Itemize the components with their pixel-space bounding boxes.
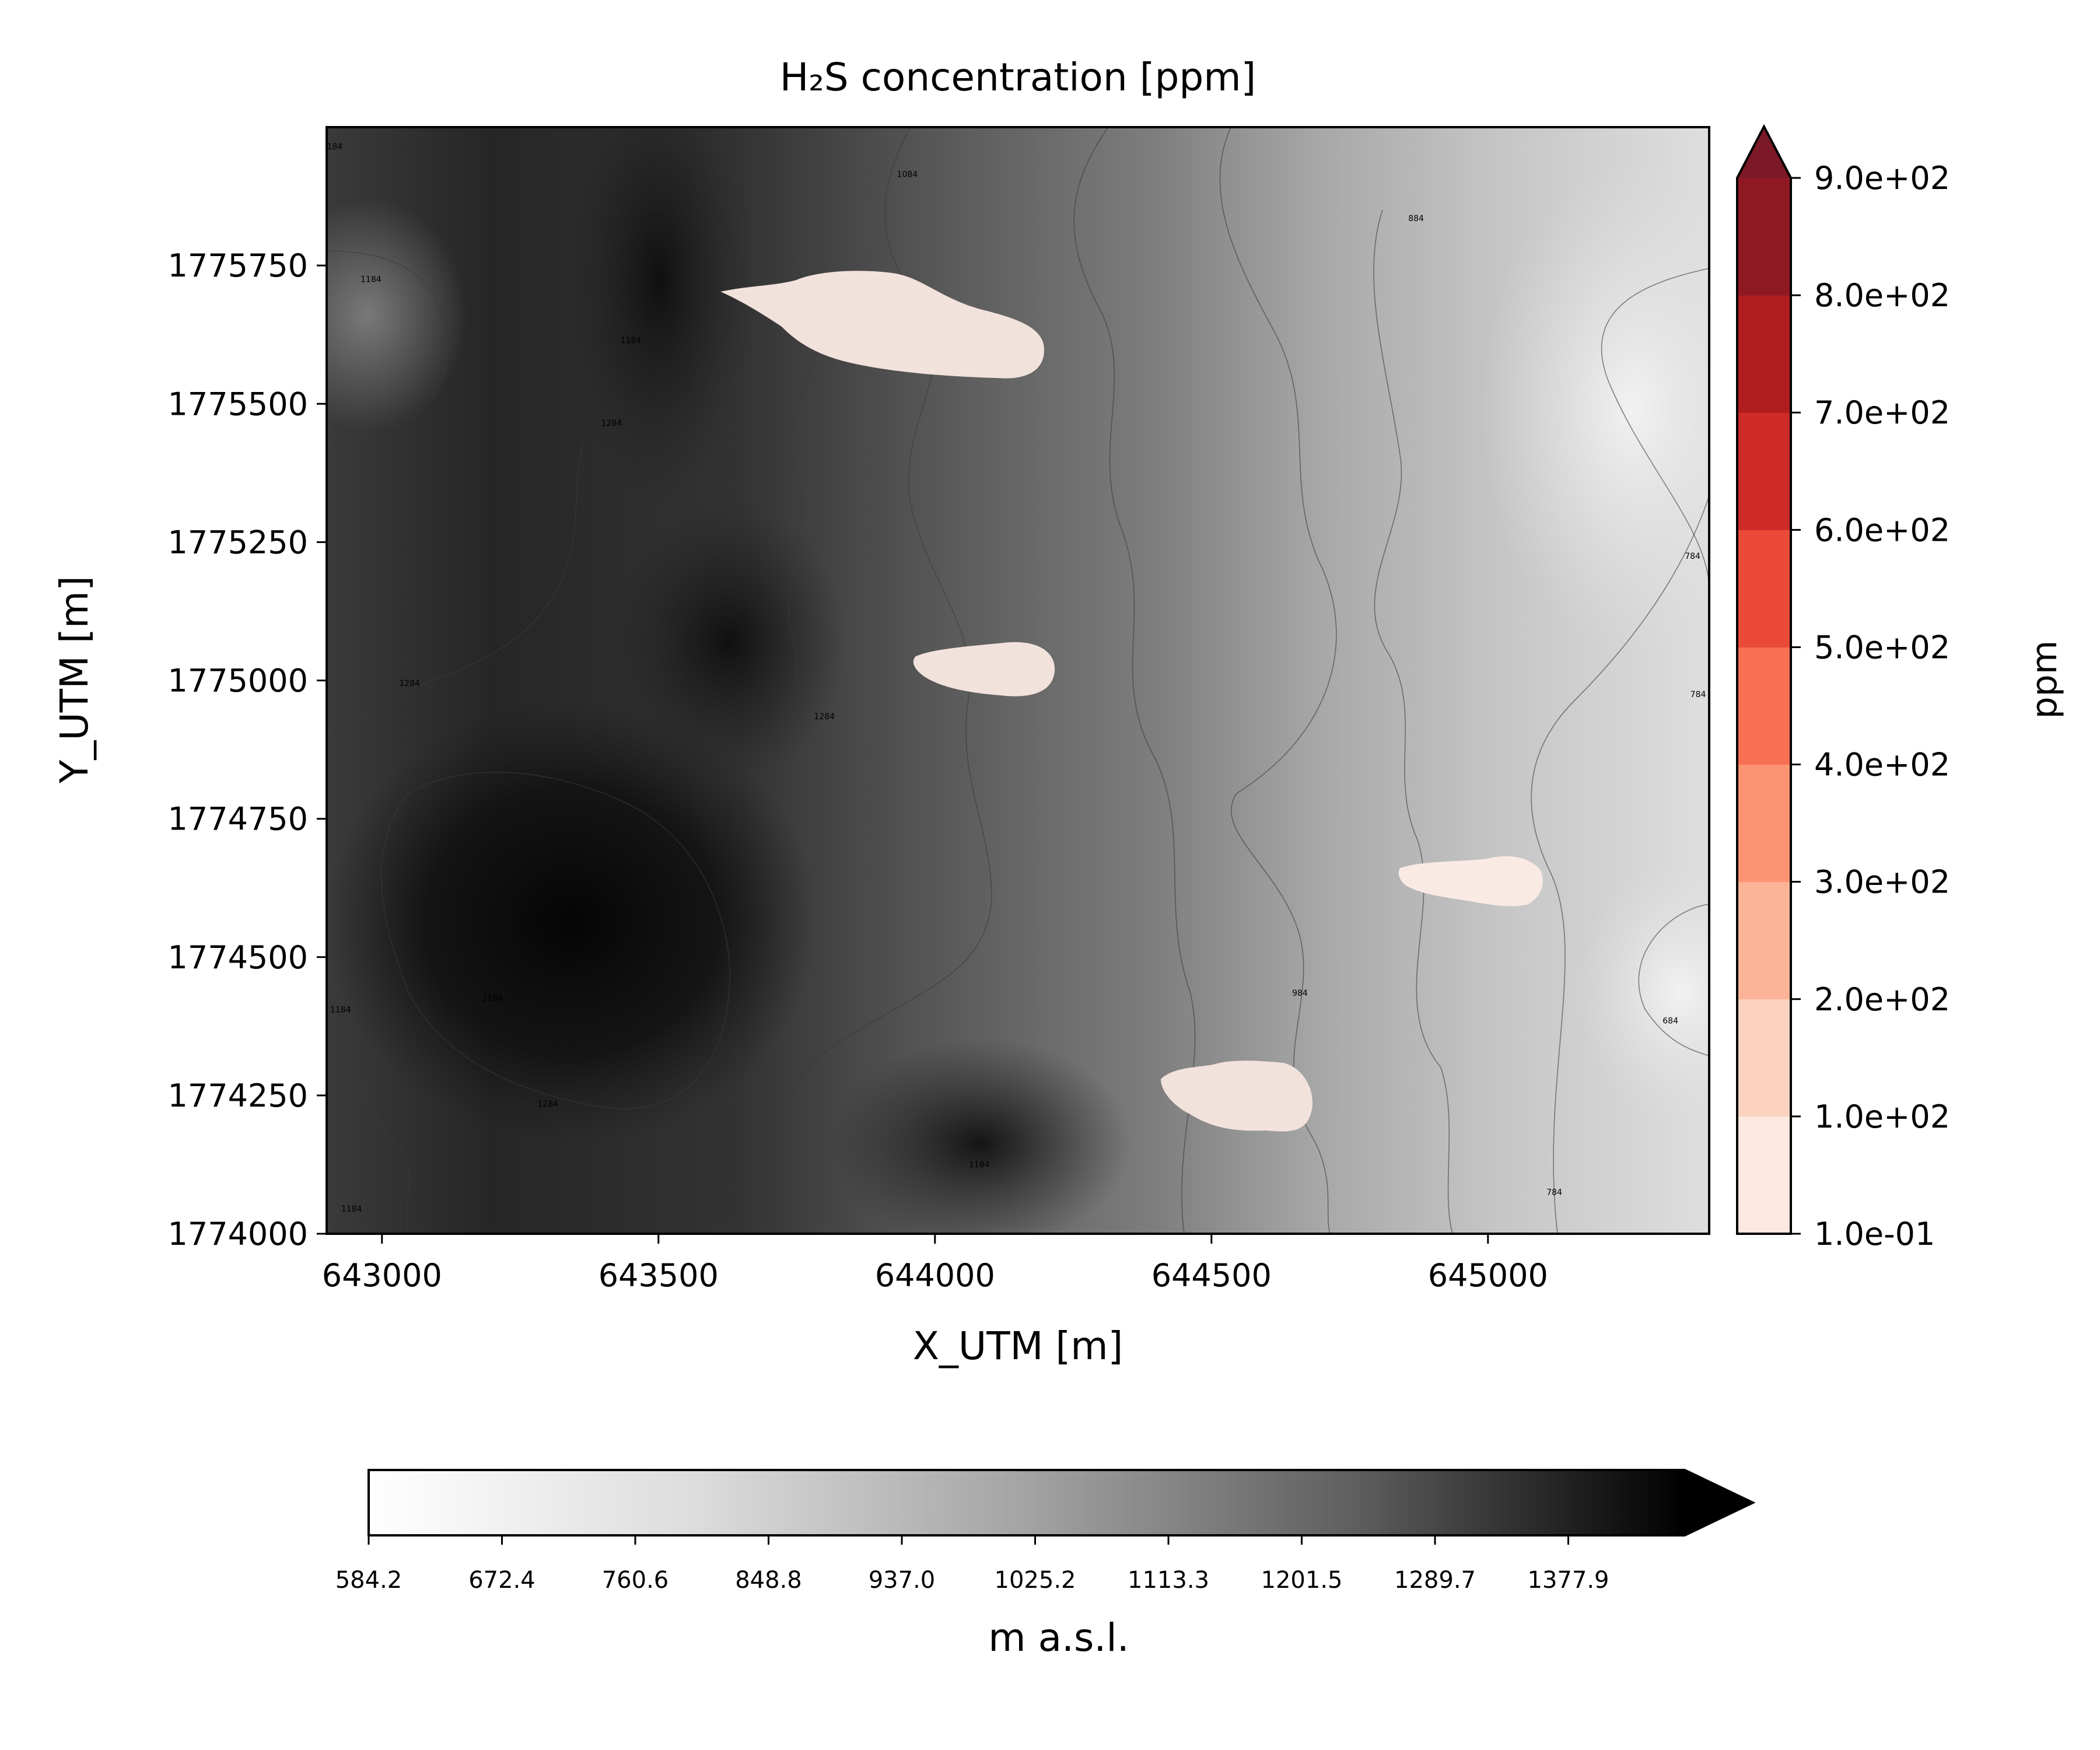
contour-label: 1184 — [360, 275, 382, 285]
terrain-shading — [566, 127, 752, 502]
contour-label: 1184 — [621, 336, 642, 345]
concentration-colorbar-tick-label: 6.0e+02 — [1814, 512, 1950, 548]
concentration-colorbar-segment — [1737, 647, 1791, 765]
concentration-colorbar-segment — [1737, 881, 1791, 1000]
y-axis: 1774000 1774250 1774500 1774750 1775000 17752… — [168, 247, 327, 1252]
concentration-colorbar-frame — [1736, 124, 1792, 1235]
h2s-plume — [913, 642, 1055, 696]
contour-label: 884 — [1408, 214, 1424, 223]
terrain-colorbar-frame — [368, 1469, 1756, 1536]
h2s-plumes — [720, 271, 1543, 1132]
terrain-colorbar-ticks: 584.2 672.4 760.6 848.8 937.0 1025.2 1113.3 120… — [335, 1535, 1609, 1594]
y-tick-label: 1774250 — [168, 1077, 309, 1114]
terrain-colorbar-tick-label: 760.6 — [602, 1567, 669, 1594]
concentration-colorbar-extend — [1737, 127, 1791, 178]
chart-title: H₂S concentration [ppm] — [780, 55, 1256, 100]
concentration-colorbar: 1.0e-01 1.0e+02 2.0e+02 3.0e+02 4.0e+02 5.0e+… — [1736, 124, 1950, 1252]
concentration-colorbar-segment — [1737, 178, 1791, 296]
terrain-colorbar-tick-label: 1201.5 — [1261, 1567, 1343, 1594]
contour-label: 1184 — [341, 1205, 362, 1214]
plot-area: 1184 1184 1184 1284 1284 1284 1084 1184 884 784 78… — [322, 126, 1710, 1235]
concentration-colorbar-tick-label: 1.0e-01 — [1814, 1216, 1935, 1252]
terrain-colorbar-tick-label: 848.8 — [735, 1567, 802, 1594]
contour-label: 984 — [1292, 989, 1308, 998]
terrain-shading — [828, 1038, 1132, 1234]
contour-label: 1284 — [537, 1100, 558, 1109]
concentration-colorbar-tick-label: 1.0e+02 — [1814, 1098, 1950, 1135]
y-tick-label: 1774750 — [168, 801, 309, 838]
concentration-colorbar-tick-label: 2.0e+02 — [1814, 981, 1950, 1018]
terrain-colorbar-tick-label: 584.2 — [335, 1567, 402, 1594]
contour-label: 1184 — [482, 995, 503, 1004]
terrain-colorbar-tick-label: 1377.9 — [1528, 1567, 1609, 1594]
contour-label: 1184 — [330, 1006, 351, 1015]
concentration-colorbar-segment — [1737, 412, 1791, 530]
concentration-colorbar-segment — [1737, 530, 1791, 648]
h2s-plume — [720, 271, 1044, 379]
h2s-plume — [1161, 1060, 1312, 1132]
y-tick-label: 1775750 — [168, 247, 309, 284]
terrain-shading — [327, 700, 817, 1143]
concentration-colorbar-segment — [1737, 999, 1791, 1117]
y-tick-label: 1775250 — [168, 524, 309, 561]
concentration-colorbar-segment — [1737, 1116, 1791, 1234]
contour-label: 784 — [1546, 1188, 1562, 1198]
contour-label: 1084 — [897, 170, 918, 179]
y-tick-label: 1774000 — [168, 1216, 309, 1252]
concentration-colorbar-tick-label: 5.0e+02 — [1814, 629, 1950, 666]
contour-label: 1284 — [814, 712, 835, 722]
contour-label: 1184 — [322, 142, 343, 152]
concentration-colorbar-label: ppm — [2024, 640, 2065, 719]
x-axis-label: X_UTM [m] — [913, 1324, 1124, 1368]
y-tick-label: 1775000 — [168, 663, 309, 699]
concentration-colorbar-tick-label: 9.0e+02 — [1814, 160, 1950, 197]
contour-label: 1184 — [969, 1160, 990, 1170]
terrain-colorbar-extend — [1685, 1470, 1753, 1535]
terrain-colorbar-tick-label: 937.0 — [869, 1567, 936, 1594]
y-tick-label: 1774500 — [168, 939, 309, 976]
concentration-colorbar-tick-label: 7.0e+02 — [1814, 394, 1950, 431]
x-tick-label: 645000 — [1428, 1257, 1548, 1294]
contour-label: 684 — [1662, 1017, 1678, 1026]
x-tick-label: 644000 — [875, 1257, 995, 1294]
contour-labels: 1184 1184 1184 1284 1284 1284 1084 1184 884 784 78… — [322, 142, 1706, 1214]
terrain-shading — [612, 502, 846, 782]
terrain-colorbar-tick-label: 1113.3 — [1128, 1567, 1209, 1594]
terrain-colorbar-tick-label: 672.4 — [468, 1567, 536, 1594]
contour-label: 1284 — [399, 679, 420, 688]
contour-label: 1284 — [601, 419, 622, 428]
terrain-colorbar-tick-label: 1025.2 — [995, 1567, 1076, 1594]
contour-lines — [327, 127, 1709, 1234]
terrain-colorbar: 584.2 672.4 760.6 848.8 937.0 1025.2 1113.3 120… — [335, 1469, 1756, 1594]
concentration-colorbar-tick-label: 3.0e+02 — [1814, 864, 1950, 901]
contour-label: 784 — [1690, 690, 1706, 699]
terrain-colorbar-tick-label: 1289.7 — [1394, 1567, 1476, 1594]
concentration-colorbar-tick-label: 8.0e+02 — [1814, 277, 1950, 314]
y-axis-label: Y_UTM [m] — [52, 576, 97, 784]
x-tick-label: 643500 — [598, 1257, 719, 1294]
contour-label: 784 — [1685, 552, 1700, 561]
concentration-colorbar-tick-label: 4.0e+02 — [1814, 747, 1950, 783]
x-axis: 643000 643500 644000 644500 645000 — [322, 1234, 1548, 1294]
concentration-colorbar-segment — [1737, 764, 1791, 883]
terrain-colorbar-label: m a.s.l. — [988, 1615, 1129, 1660]
h2s-plume — [1398, 856, 1543, 907]
terrain-shading — [327, 198, 467, 432]
x-tick-label: 644500 — [1152, 1257, 1272, 1294]
terrain-shading — [1575, 863, 1709, 1120]
y-tick-label: 1775500 — [168, 386, 309, 422]
concentration-colorbar-segment — [1737, 295, 1791, 413]
x-tick-label: 643000 — [322, 1257, 442, 1294]
terrain-colorbar-fill — [369, 1470, 1686, 1535]
